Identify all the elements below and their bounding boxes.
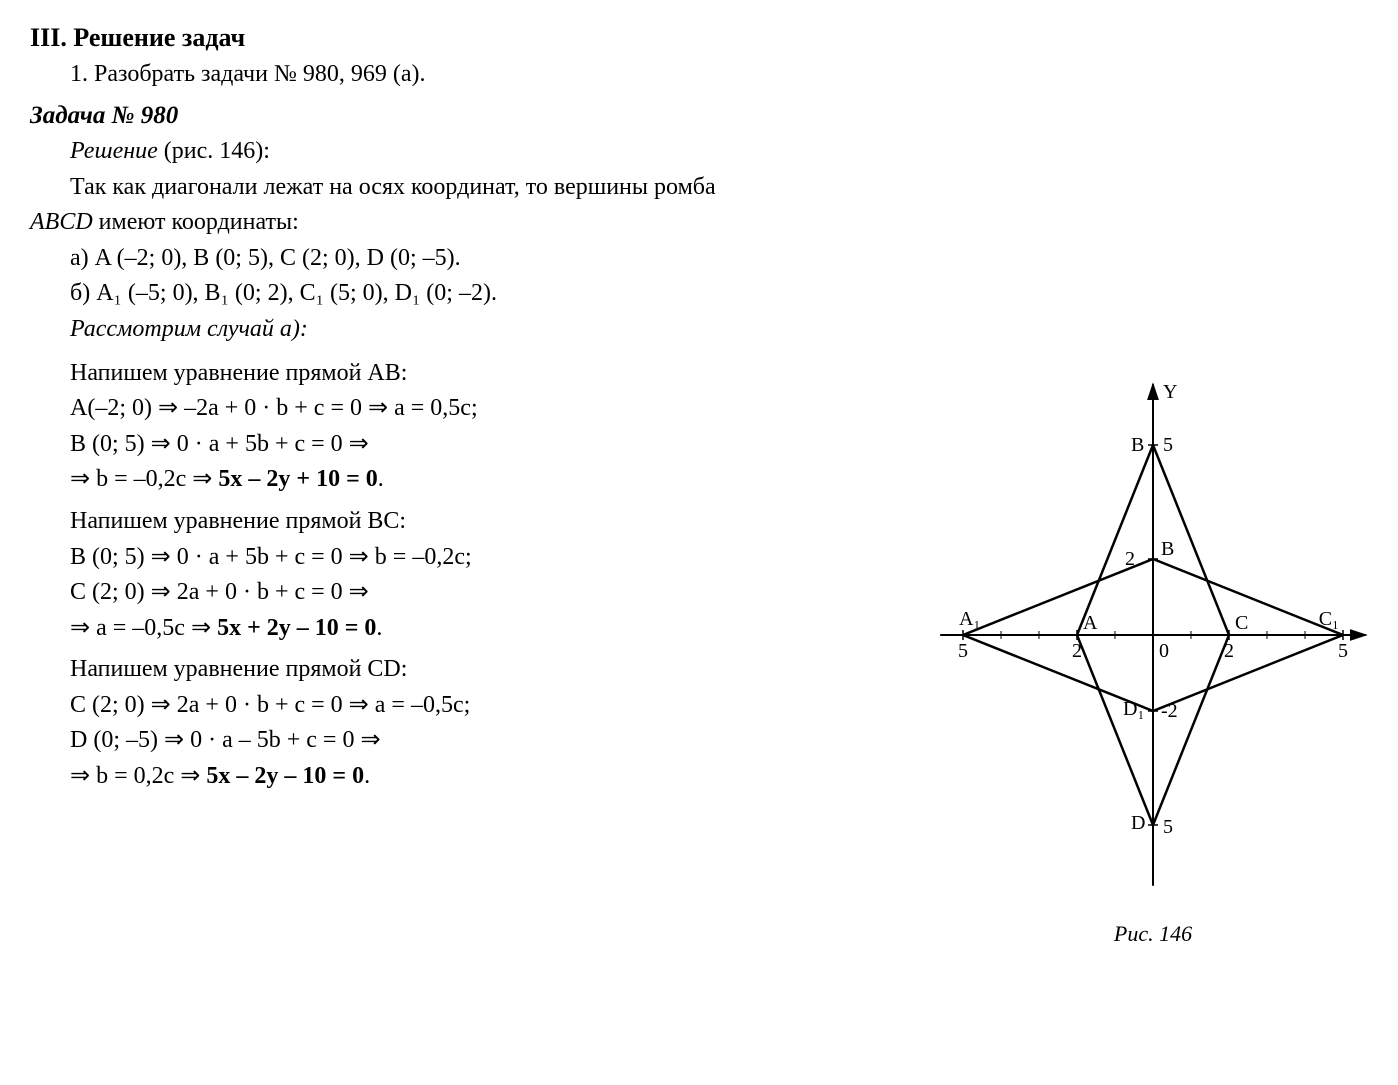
svg-text:Y: Y <box>1163 381 1177 403</box>
bc-l3-bold: 5x + 2y – 10 = 0 <box>217 615 376 641</box>
figure-146: 522552-250XYABCDA₁BC₁D₁ <box>938 355 1368 915</box>
svg-text:B: B <box>1161 538 1174 560</box>
svg-text:A₁: A₁ <box>959 608 980 630</box>
ab-head: Напишем уравнение прямой AB: <box>30 357 918 391</box>
ab-l3-bold: 5x – 2y + 10 = 0 <box>218 466 377 492</box>
bc-l1: B (0; 5) ⇒ 0 · a + 5b + c = 0 ⇒ b = –0,2… <box>30 541 918 575</box>
cd-l3: ⇒ b = 0,2c ⇒ 5x – 2y – 10 = 0. <box>30 760 918 794</box>
bc-l3-post: . <box>376 615 382 641</box>
ab-l3-pre: ⇒ b = –0,2c ⇒ <box>70 466 218 492</box>
section-instruction: 1. Разобрать задачи № 980, 969 (а). <box>30 58 1368 92</box>
svg-text:C: C <box>1235 612 1248 634</box>
case-a: а) A (–2; 0), B (0; 5), C (2; 0), D (0; … <box>30 242 1368 276</box>
abcd-label: ABCD <box>30 209 93 235</box>
bc-l3-pre: ⇒ a = –0,5c ⇒ <box>70 615 217 641</box>
cd-l2: D (0; –5) ⇒ 0 · a – 5b + c = 0 ⇒ <box>30 724 918 758</box>
case-b: б) A₁ (–5; 0), B₁ (0; 2), C₁ (5; 0), D₁ … <box>30 277 1368 311</box>
svg-text:D: D <box>1131 812 1145 834</box>
svg-text:5: 5 <box>1163 816 1173 838</box>
solution-label-line: Решение (рис. 146): <box>30 135 1368 169</box>
cd-l3-post: . <box>364 763 370 789</box>
cd-l1: C (2; 0) ⇒ 2a + 0 · b + c = 0 ⇒ a = –0,5… <box>30 689 918 723</box>
cd-head: Напишем уравнение прямой CD: <box>30 653 918 687</box>
consider-case: Рассмотрим случай а): <box>30 313 1368 347</box>
intro-line-2: ABCD имеют координаты: <box>30 206 1368 240</box>
svg-text:A: A <box>1083 612 1098 634</box>
svg-text:D₁: D₁ <box>1123 698 1144 720</box>
cd-l3-bold: 5x – 2y – 10 = 0 <box>206 763 364 789</box>
ab-l3-post: . <box>378 466 384 492</box>
bc-l2: C (2; 0) ⇒ 2a + 0 · b + c = 0 ⇒ <box>30 576 918 610</box>
section-title: III. Решение задач <box>30 20 1368 56</box>
intro2-after: имеют координаты: <box>93 209 299 235</box>
svg-text:0: 0 <box>1159 640 1169 662</box>
intro-line-1: Так как диагонали лежат на осях координа… <box>30 171 1368 205</box>
cd-l3-pre: ⇒ b = 0,2c ⇒ <box>70 763 206 789</box>
svg-text:5: 5 <box>1338 640 1348 662</box>
equations-column: Напишем уравнение прямой AB: A(–2; 0) ⇒ … <box>30 355 918 802</box>
svg-text:C₁: C₁ <box>1319 608 1339 630</box>
block-bc: Напишем уравнение прямой BC: B (0; 5) ⇒ … <box>30 505 918 645</box>
svg-text:5: 5 <box>1163 434 1173 456</box>
figure-caption: Рис. 146 <box>938 919 1368 950</box>
svg-text:B: B <box>1131 434 1144 456</box>
figure-column: 522552-250XYABCDA₁BC₁D₁ Рис. 146 <box>938 355 1368 950</box>
svg-text:5: 5 <box>958 640 968 662</box>
bc-head: Напишем уравнение прямой BC: <box>30 505 918 539</box>
ab-l1: A(–2; 0) ⇒ –2a + 0 · b + c = 0 ⇒ a = 0,5… <box>30 392 918 426</box>
solution-ref: (рис. 146): <box>158 138 270 164</box>
solution-label: Решение <box>70 138 158 164</box>
problem-title: Задача № 980 <box>30 98 1368 133</box>
block-ab: Напишем уравнение прямой AB: A(–2; 0) ⇒ … <box>30 357 918 497</box>
ab-l3: ⇒ b = –0,2c ⇒ 5x – 2y + 10 = 0. <box>30 463 918 497</box>
ab-l2: B (0; 5) ⇒ 0 · a + 5b + c = 0 ⇒ <box>30 428 918 462</box>
bc-l3: ⇒ a = –0,5c ⇒ 5x + 2y – 10 = 0. <box>30 612 918 646</box>
block-cd: Напишем уравнение прямой CD: C (2; 0) ⇒ … <box>30 653 918 793</box>
